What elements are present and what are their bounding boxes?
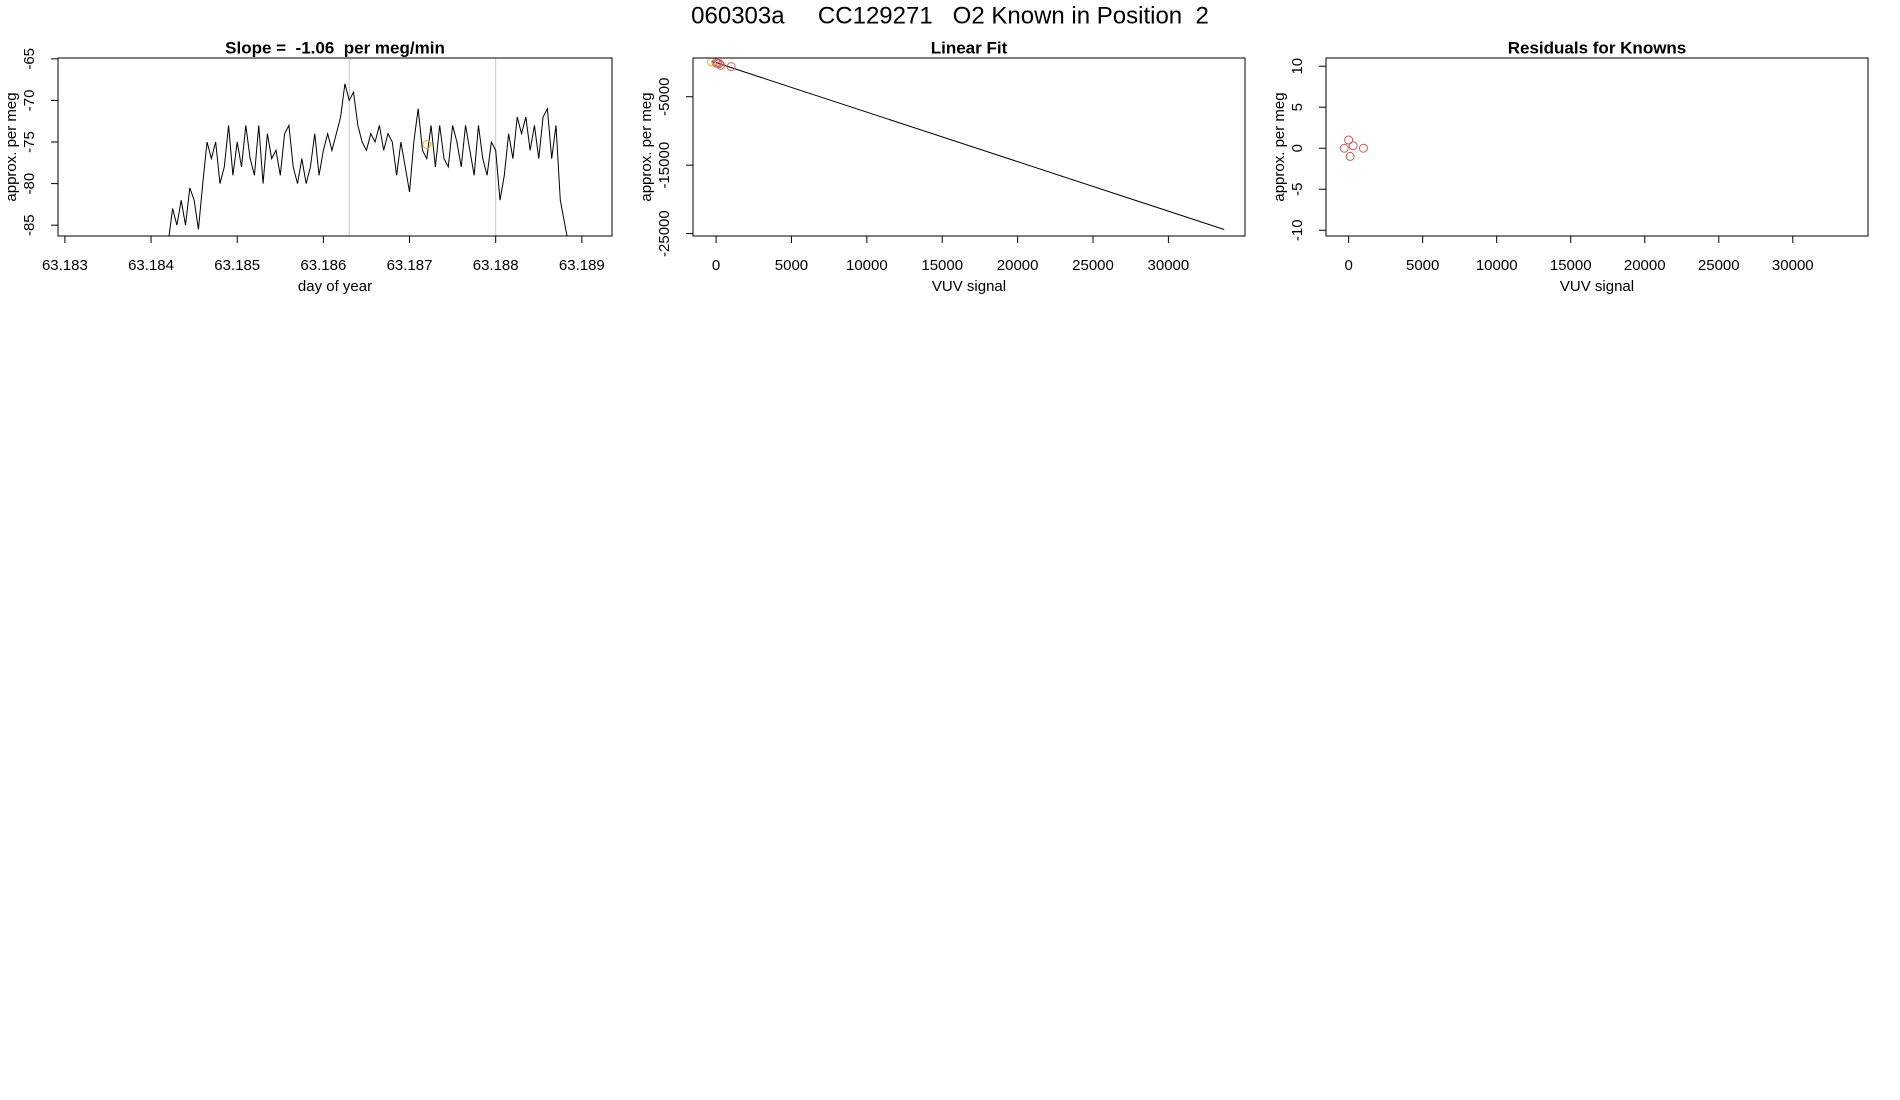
plot-frame [692, 57, 1246, 237]
data-point [422, 140, 432, 150]
data-point [1348, 141, 1358, 151]
data-point [1344, 135, 1354, 145]
x-tick-label: 30000 [1148, 257, 1190, 274]
x-tick-label: 63.183 [42, 257, 88, 274]
x-tick-label: 63.189 [559, 257, 605, 274]
y-tick-label: -85 [21, 214, 38, 236]
y-tick-label: 10 [1289, 58, 1306, 75]
y-tick-label: -5 [1289, 183, 1306, 196]
x-tick-label: 63.188 [473, 257, 519, 274]
y-tick-label: -70 [21, 90, 38, 112]
data-point [707, 58, 717, 67]
plot-area [1339, 135, 1368, 161]
x-tick-label: 0 [1344, 257, 1352, 274]
plot-frame [1325, 57, 1869, 237]
x-tick-label: 0 [712, 257, 720, 274]
data-line [168, 83, 568, 236]
data-point [716, 60, 726, 70]
x-tick-label: 10000 [846, 257, 888, 274]
x-tick-label: 15000 [1550, 257, 1592, 274]
plot-area [168, 58, 568, 236]
panel-title: Residuals for Knowns [1508, 38, 1687, 57]
figure-title: 060303a CC129271 O2 Known in Position 2 [691, 2, 1209, 29]
x-axis-label: VUV signal [932, 278, 1006, 295]
x-tick-label: 10000 [1476, 257, 1518, 274]
y-tick-label: 0 [1289, 144, 1306, 152]
x-tick-label: 5000 [1406, 257, 1439, 274]
y-tick-label: -25000 [656, 210, 673, 257]
x-tick-label: 63.185 [214, 257, 260, 274]
x-tick-label: 25000 [1698, 257, 1740, 274]
y-axis-label: approx. per meg [638, 92, 655, 201]
x-tick-label: 63.186 [300, 257, 346, 274]
x-tick-label: 20000 [997, 257, 1039, 274]
x-tick-label: 25000 [1072, 257, 1114, 274]
x-tick-label: 5000 [775, 257, 808, 274]
plot-frame [57, 57, 613, 237]
data-point [1345, 151, 1355, 161]
data-point [1339, 143, 1349, 153]
data-point [1358, 143, 1368, 153]
data-point [726, 62, 736, 72]
panel-title: Slope = -1.06 per meg/min [225, 38, 445, 57]
y-tick-label: -5000 [656, 78, 673, 116]
y-tick-label: -75 [21, 131, 38, 153]
x-tick-label: 15000 [921, 257, 963, 274]
x-axis-label: VUV signal [1560, 278, 1634, 295]
plot-area [707, 58, 1225, 230]
y-tick-label: 5 [1289, 103, 1306, 111]
fit-line [711, 60, 1225, 230]
panel-title: Linear Fit [931, 38, 1008, 57]
x-axis-label: day of year [298, 278, 372, 295]
x-tick-label: 30000 [1772, 257, 1814, 274]
y-axis-label: approx. per meg [3, 92, 20, 201]
y-axis-label: approx. per meg [1271, 92, 1288, 201]
x-tick-label: 20000 [1624, 257, 1666, 274]
y-tick-label: -15000 [656, 142, 673, 189]
y-tick-label: -80 [21, 173, 38, 195]
x-tick-label: 63.184 [128, 257, 174, 274]
y-tick-label: -65 [21, 48, 38, 70]
x-tick-label: 63.187 [387, 257, 433, 274]
y-tick-label: -10 [1289, 219, 1306, 241]
